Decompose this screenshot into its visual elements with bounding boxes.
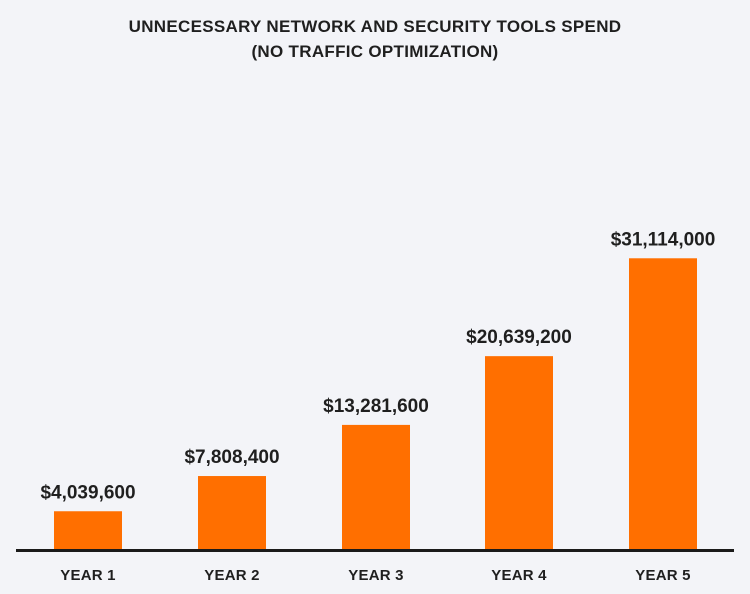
bar-value-label-3: $13,281,600: [323, 396, 429, 417]
bar-1: [54, 511, 122, 549]
bar-value-label-2: $7,808,400: [184, 447, 279, 468]
bar-value-label-1: $4,039,600: [40, 482, 135, 503]
chart-title: UNNECESSARY NETWORK AND SECURITY TOOLS S…: [128, 17, 622, 36]
bar-5: [629, 258, 697, 549]
bar-4: [485, 356, 553, 549]
x-tick-label-4: YEAR 4: [491, 567, 547, 584]
chart-title-block: UNNECESSARY NETWORK AND SECURITY TOOLS S…: [0, 14, 750, 64]
x-tick-label-2: YEAR 2: [204, 567, 259, 584]
x-tick-label-3: YEAR 3: [348, 567, 403, 584]
bar-3: [342, 424, 410, 549]
x-tick-label-1: YEAR 1: [60, 567, 115, 584]
x-tick-label-5: YEAR 5: [635, 567, 690, 584]
bar-value-label-5: $31,114,000: [611, 229, 716, 250]
bar-value-label-4: $20,639,200: [466, 327, 572, 348]
chart-subtitle: (NO TRAFFIC OPTIMIZATION): [251, 42, 499, 61]
bar-2: [198, 476, 266, 549]
